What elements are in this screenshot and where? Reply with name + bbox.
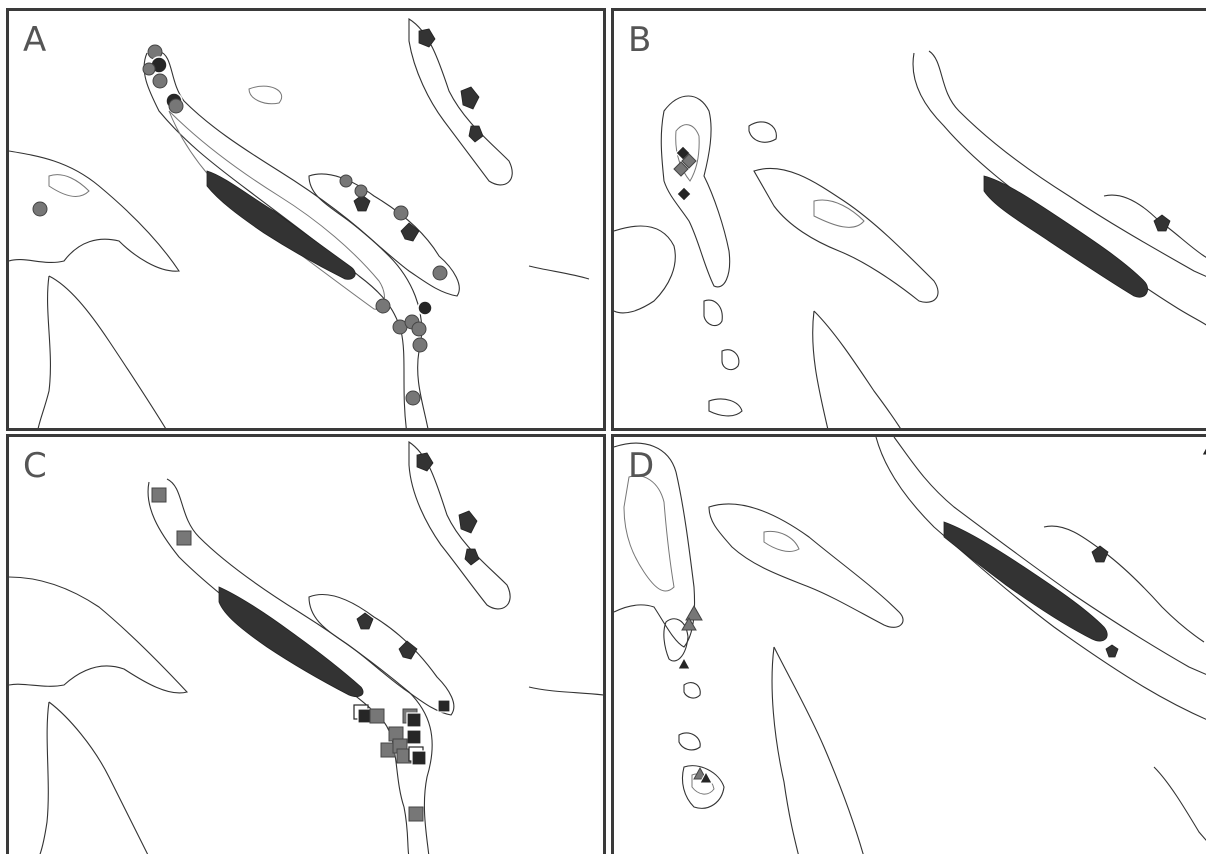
sample-marker-gray [168, 98, 184, 114]
panel-label-a: A [23, 20, 47, 60]
region-west-ridge [9, 150, 180, 428]
marker-circles [32, 44, 448, 406]
sample-marker-dark [1201, 446, 1206, 456]
map-d-canvas [614, 437, 1206, 854]
sample-marker-dark [417, 300, 433, 316]
map-panel-a: A [6, 8, 606, 431]
sample-marker-gray [405, 390, 421, 406]
sample-marker-gray [176, 530, 192, 546]
map-b-canvas [614, 50, 1206, 428]
map-a-canvas [9, 18, 590, 428]
region-east-islands [248, 18, 590, 297]
sample-marker-dark [411, 750, 427, 766]
map-panel-b: B [611, 8, 1206, 431]
map-panel-c: C [6, 434, 606, 854]
sample-marker-gray [152, 73, 168, 89]
sample-marker-gray [681, 617, 697, 631]
sample-marker-gray [339, 174, 353, 188]
sample-marker-dark [699, 770, 713, 784]
main-island [218, 586, 364, 697]
region-left-islands [614, 95, 777, 417]
sample-marker-dark [406, 712, 422, 728]
region-main-ridge [143, 50, 429, 428]
main-island [983, 175, 1148, 298]
sample-marker-gray [408, 806, 424, 822]
sample-marker-gray [411, 321, 427, 337]
sample-marker-gray [151, 487, 167, 503]
region-main-ridge [912, 50, 1206, 326]
region-left-islands [614, 442, 725, 809]
sample-marker-gray [369, 708, 385, 724]
marker-triangles [677, 446, 1206, 784]
panel-label-d: D [628, 446, 655, 486]
sample-marker-gray [693, 766, 707, 780]
sample-marker-gray [673, 161, 689, 177]
panel-label-b: B [628, 20, 652, 60]
sample-marker-gray [354, 184, 368, 198]
sample-marker-dark [676, 186, 692, 202]
panel-label-c: C [23, 446, 47, 486]
marker-squares [151, 487, 451, 822]
region-west-ridge [753, 167, 939, 303]
region-west-ridge [9, 576, 189, 854]
sample-marker-dark [406, 729, 422, 745]
sample-marker-gray [32, 201, 48, 217]
main-island [206, 170, 356, 280]
sample-marker-dark [437, 699, 451, 713]
marker-diamonds [673, 145, 697, 202]
region-west-ridge [708, 503, 904, 628]
main-island [943, 521, 1108, 642]
sample-marker-gray [412, 337, 428, 353]
sample-marker-gray [375, 298, 391, 314]
map-panel-d: D [611, 434, 1206, 854]
sample-marker-dark [677, 656, 691, 670]
sample-marker-gray [432, 265, 448, 281]
region-south-ridge [771, 646, 1206, 854]
sample-marker-gray [681, 153, 697, 169]
sample-marker-gray [685, 604, 703, 621]
map-c-canvas [9, 440, 603, 854]
region-south-ridge [812, 310, 901, 428]
sample-marker-gray [393, 205, 409, 221]
region-east-islands [308, 440, 603, 716]
sample-marker-gray [142, 62, 156, 76]
region-main-ridge [875, 437, 1206, 720]
